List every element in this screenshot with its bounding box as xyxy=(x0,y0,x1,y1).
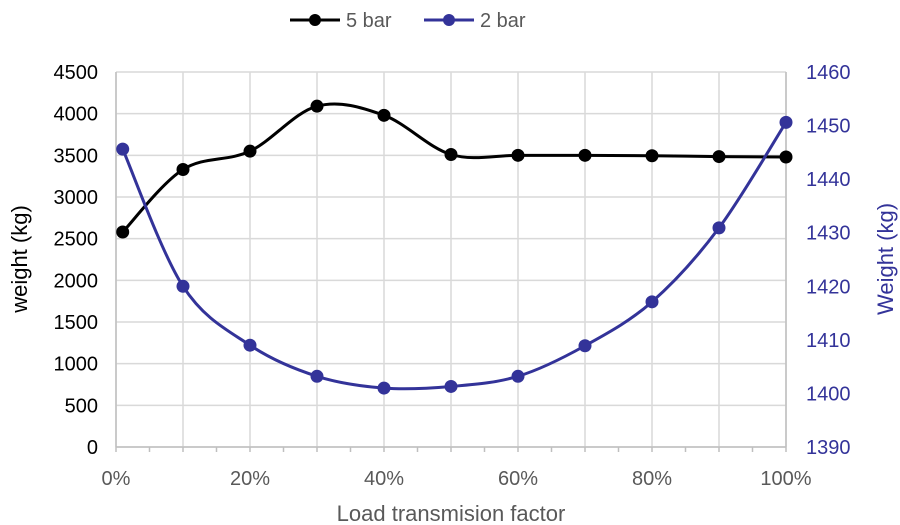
data-point-2-bar xyxy=(511,369,525,383)
data-point-5-bar xyxy=(578,148,592,162)
x-tick-label: 60% xyxy=(498,468,538,490)
y-tick-label: 1500 xyxy=(54,312,99,334)
y2-tick-label: 1390 xyxy=(806,437,851,459)
data-point-2-bar xyxy=(712,221,726,235)
y-tick-label: 3000 xyxy=(54,187,99,209)
data-point-5-bar xyxy=(176,163,190,176)
x-tick-label: 20% xyxy=(230,468,270,490)
data-point-2-bar xyxy=(243,338,257,352)
data-point-2-bar xyxy=(310,369,324,383)
x-tick-label: 40% xyxy=(364,468,404,490)
data-point-2-bar xyxy=(377,381,391,395)
data-point-5-bar xyxy=(310,99,324,113)
data-point-5-bar xyxy=(444,148,458,161)
series-line-2-bar xyxy=(121,121,788,391)
data-point-2-bar xyxy=(645,295,659,309)
data-point-5-bar xyxy=(712,150,726,164)
x-tick-label: 80% xyxy=(632,468,672,490)
data-point-2-bar xyxy=(779,115,793,129)
y-tick-label: 3500 xyxy=(54,145,99,167)
plot-frame xyxy=(115,72,787,452)
data-point-2-bar xyxy=(444,379,458,393)
y2-tick-label: 1420 xyxy=(806,276,851,298)
right-axis-ticks: 1390 1400 1410 1420 1430 1440 1450 1460 xyxy=(806,62,851,459)
series-group xyxy=(116,99,793,395)
x-axis-title: Load transmision factor xyxy=(337,501,566,525)
data-point-5-bar xyxy=(116,225,130,239)
left-axis-ticks: 0 500 1000 1500 2000 2500 3000 3500 4000 4500 xyxy=(54,62,99,459)
data-point-5-bar xyxy=(645,149,659,163)
legend-item-2-bar: 2 bar xyxy=(424,10,526,32)
y-tick-label: 0 xyxy=(87,437,98,459)
series-5-bar xyxy=(116,99,793,239)
y-tick-label: 2500 xyxy=(54,229,99,251)
y2-tick-label: 1410 xyxy=(806,330,851,352)
y-tick-label: 4500 xyxy=(54,62,99,84)
y2-tick-label: 1440 xyxy=(806,169,851,191)
legend-label-5-bar: 5 bar xyxy=(346,10,392,32)
series-line-5-bar xyxy=(121,102,787,234)
y2-tick-label: 1430 xyxy=(806,223,851,245)
data-point-5-bar xyxy=(511,148,525,162)
y2-axis-title: Weight (kg) xyxy=(873,203,898,315)
series-2-bar xyxy=(116,115,793,395)
legend-item-5-bar: 5 bar xyxy=(290,10,392,32)
y-tick-label: 500 xyxy=(65,395,98,417)
y-axis-title: weight (kg) xyxy=(7,205,32,314)
y2-tick-label: 1450 xyxy=(806,116,851,138)
y-tick-label: 4000 xyxy=(54,104,99,126)
data-point-2-bar xyxy=(176,279,190,293)
data-point-5-bar xyxy=(377,108,391,122)
legend-label-2-bar: 2 bar xyxy=(480,10,526,32)
y-tick-label: 1000 xyxy=(54,354,99,376)
y2-tick-label: 1400 xyxy=(806,383,851,405)
x-tick-label: 100% xyxy=(760,468,811,490)
data-point-5-bar xyxy=(779,150,793,164)
x-axis-ticks: 0% 20% 40% 60% 80% 100% xyxy=(102,468,812,490)
data-point-2-bar xyxy=(578,339,592,353)
y-tick-label: 2000 xyxy=(54,270,99,292)
y2-tick-label: 1460 xyxy=(806,62,851,84)
legend: 5 bar 2 bar xyxy=(290,10,526,32)
x-tick-label: 0% xyxy=(102,468,131,490)
data-point-5-bar xyxy=(243,144,257,158)
data-point-2-bar xyxy=(116,142,130,156)
